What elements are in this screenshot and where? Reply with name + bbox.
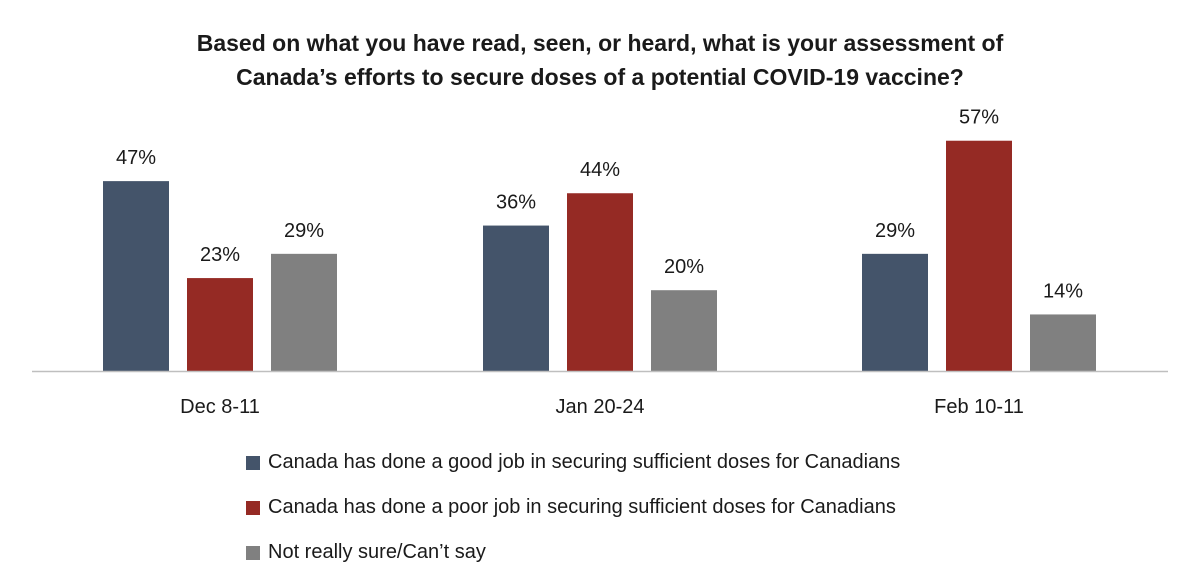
legend-label-poor-job: Canada has done a poor job in securing s… xyxy=(268,496,896,518)
legend-swatch-good-job xyxy=(246,455,260,470)
bar-poor-job-dec-8-11 xyxy=(187,278,253,371)
bar-poor-job-feb-10-11 xyxy=(946,140,1012,371)
bars-layer xyxy=(103,140,1096,371)
data-label-not-sure-feb-10-11: 14% xyxy=(1043,280,1083,302)
bar-good-job-jan-20-24 xyxy=(483,225,549,371)
bar-poor-job-jan-20-24 xyxy=(567,193,633,371)
legend-label-good-job: Canada has done a good job in securing s… xyxy=(268,451,901,473)
data-label-good-job-dec-8-11: 47% xyxy=(116,147,156,169)
bar-good-job-dec-8-11 xyxy=(103,181,169,371)
bar-not-sure-dec-8-11 xyxy=(271,253,337,371)
bar-good-job-feb-10-11 xyxy=(862,253,928,371)
x-tick-label-dec-8-11: Dec 8-11 xyxy=(180,396,260,418)
bar-not-sure-feb-10-11 xyxy=(1030,314,1096,371)
data-label-poor-job-dec-8-11: 23% xyxy=(200,244,240,266)
legend-item-not-sure: Not really sure/Can’t say xyxy=(246,530,900,575)
data-label-poor-job-jan-20-24: 44% xyxy=(580,159,620,181)
bar-not-sure-jan-20-24 xyxy=(651,290,717,371)
legend-swatch-poor-job xyxy=(246,500,260,515)
chart-title-line-1: Based on what you have read, seen, or he… xyxy=(196,30,1004,56)
legend: Canada has done a good job in securing s… xyxy=(246,440,900,575)
chart-title: Based on what you have read, seen, or he… xyxy=(100,26,1100,94)
x-tick-labels-layer: Dec 8-11 Jan 20-24 Feb 10-11 xyxy=(180,396,1024,418)
data-labels-layer: 47% 36% 29% 23% 44% 57% 29% 20% 14% xyxy=(116,107,1083,303)
legend-item-good-job: Canada has done a good job in securing s… xyxy=(246,440,900,485)
data-label-not-sure-jan-20-24: 20% xyxy=(664,256,704,278)
x-tick-label-feb-10-11: Feb 10-11 xyxy=(934,396,1024,418)
legend-item-poor-job: Canada has done a poor job in securing s… xyxy=(246,485,900,530)
chart-title-line-2: Canada’s efforts to secure doses of a po… xyxy=(236,64,964,90)
data-label-poor-job-feb-10-11: 57% xyxy=(959,107,999,129)
data-label-good-job-jan-20-24: 36% xyxy=(496,192,536,214)
data-label-not-sure-dec-8-11: 29% xyxy=(284,220,324,242)
legend-label-not-sure: Not really sure/Can’t say xyxy=(268,541,486,563)
legend-swatch-not-sure xyxy=(246,545,260,560)
data-label-good-job-feb-10-11: 29% xyxy=(875,220,915,242)
x-tick-label-jan-20-24: Jan 20-24 xyxy=(556,396,645,418)
